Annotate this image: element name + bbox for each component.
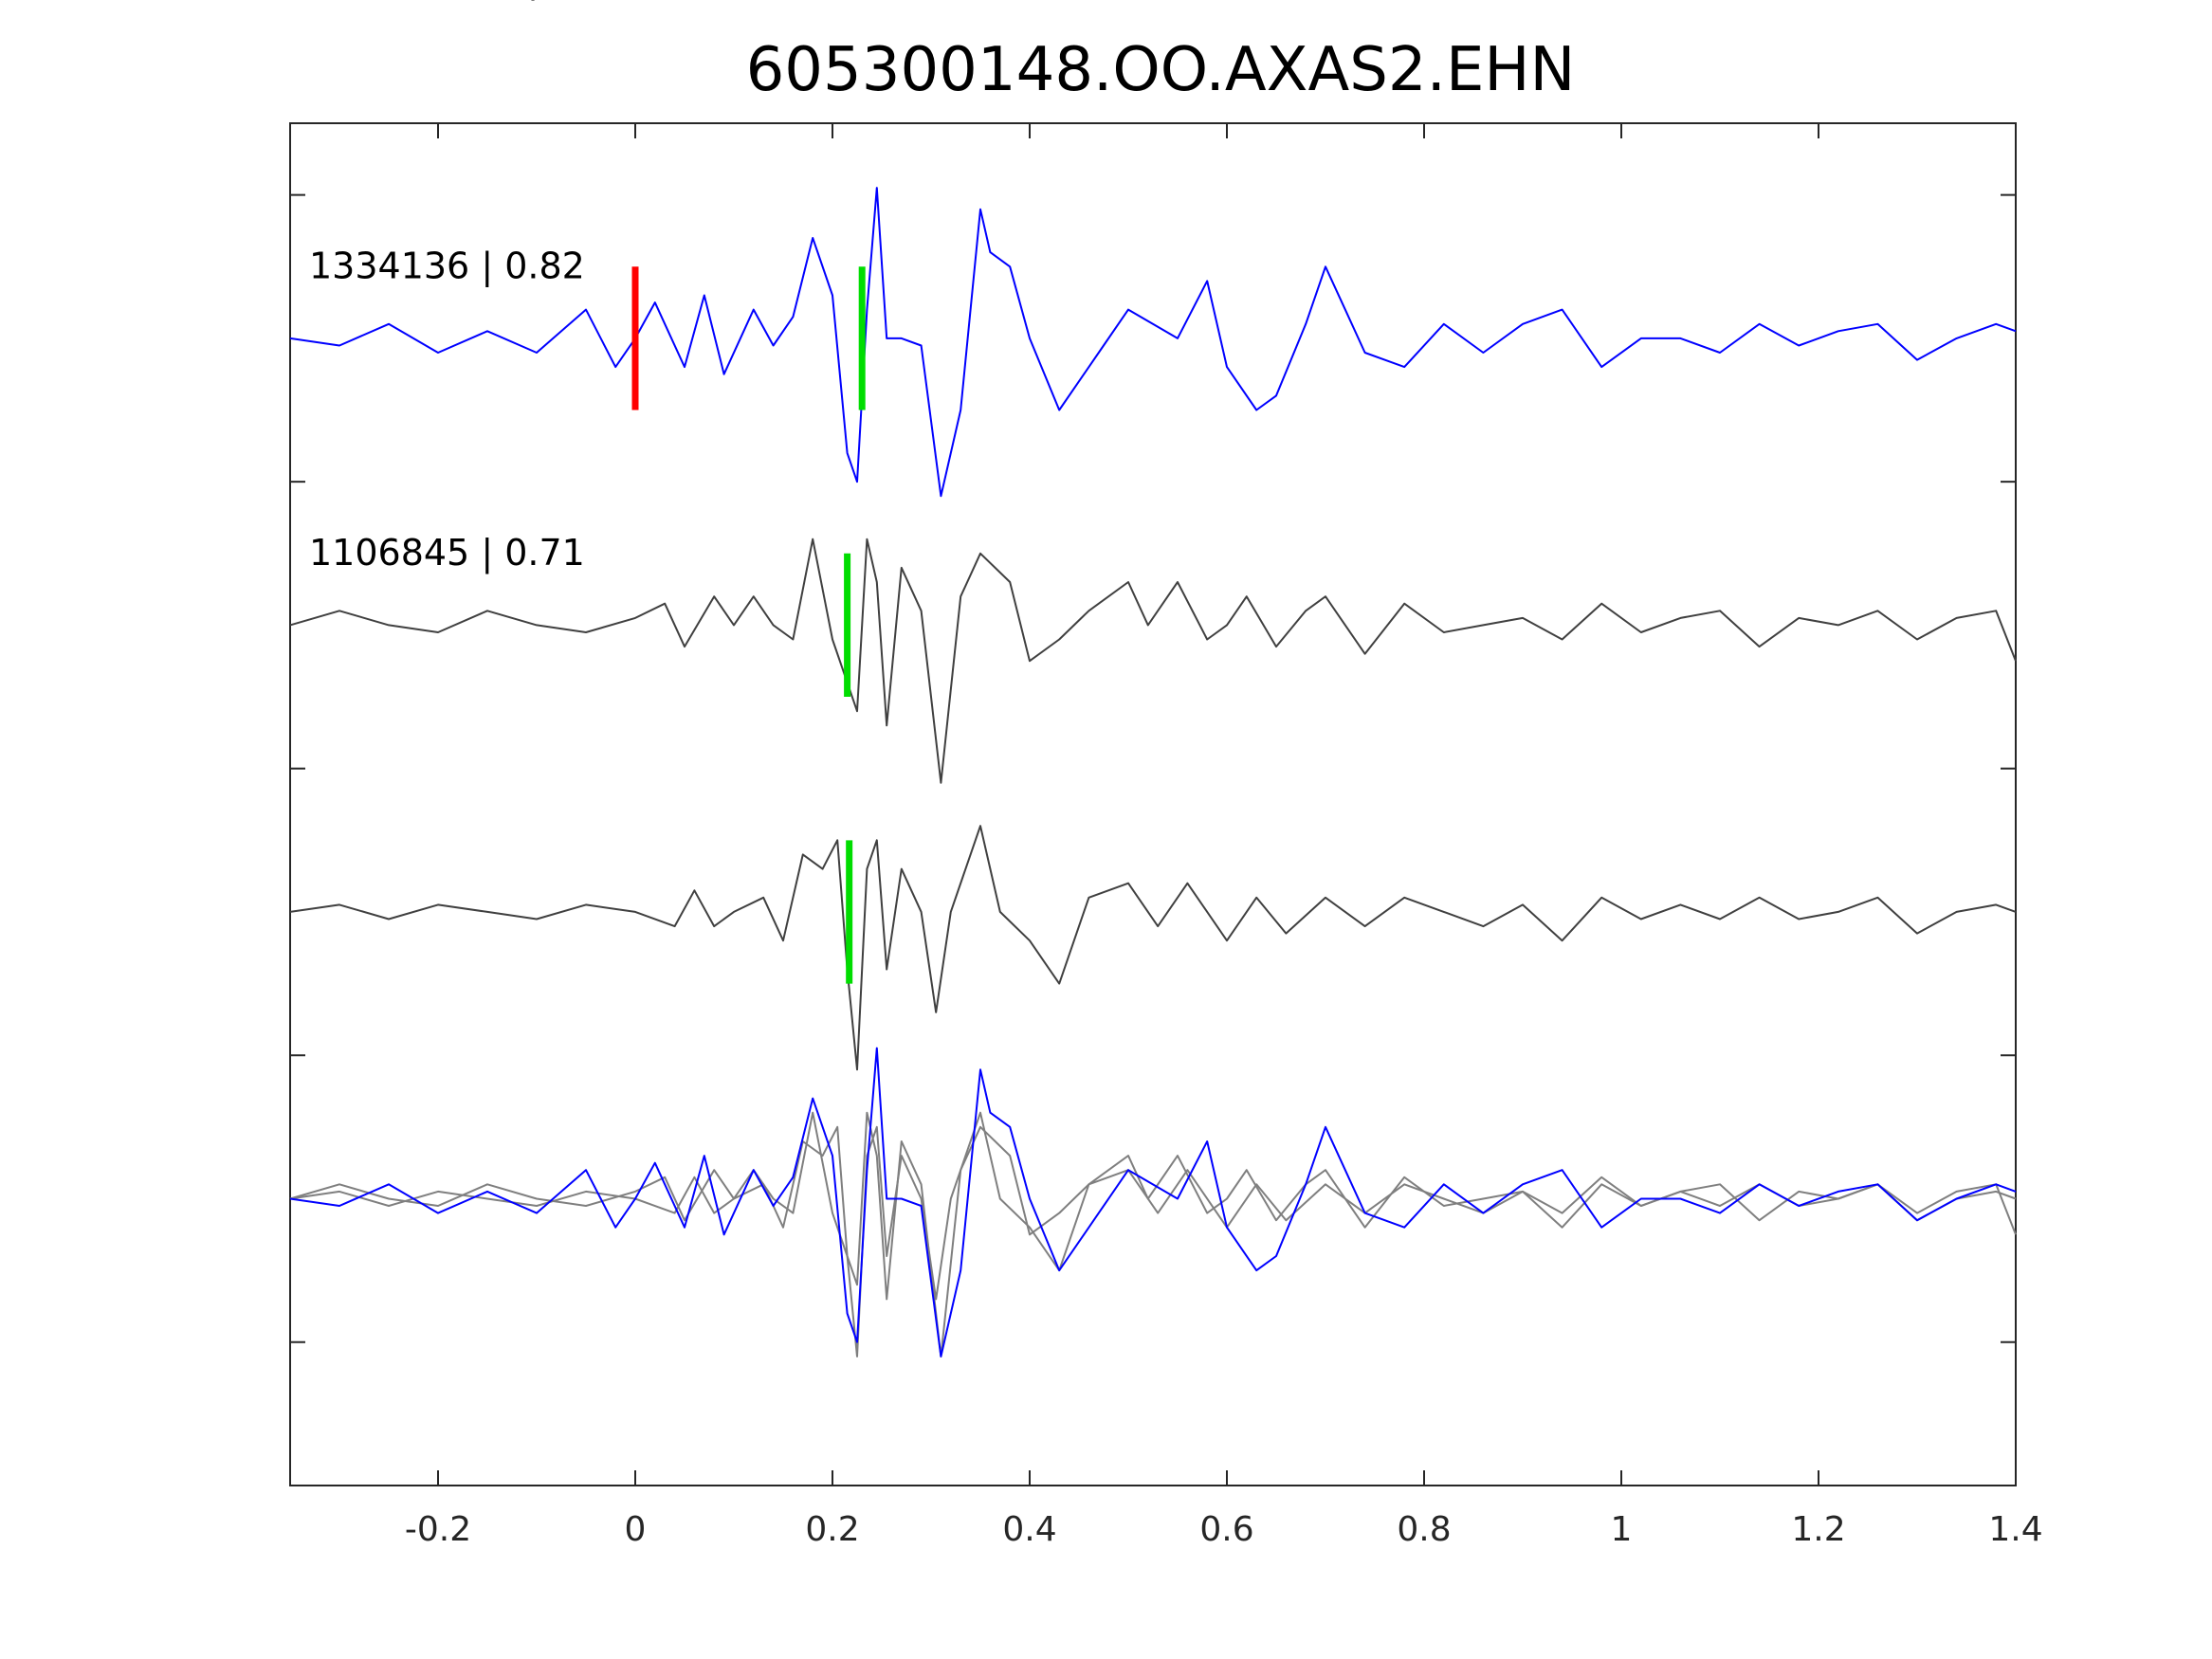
x-tick-label: 0.8 xyxy=(1397,1510,1451,1549)
plot-frame xyxy=(289,122,2017,1486)
overlay-trace-1334136 xyxy=(289,1111,2017,1358)
trace-label-1106845: 1106845 | 0.71 xyxy=(309,532,585,574)
x-tick-label: 1.4 xyxy=(1988,1510,2042,1549)
trace-1334136 xyxy=(289,538,2017,784)
y-axis xyxy=(290,193,2016,1343)
x-tick-label: 1.2 xyxy=(1791,1510,1845,1549)
trace-labels: 605300148 | 1.00 1334136 | 0.82 1106845 | … xyxy=(309,0,631,574)
trace-label-605300148: 605300148 | 1.00 xyxy=(309,0,631,1)
trace-lines xyxy=(289,187,2017,1358)
chart-title: 605300148.OO.AXAS2.EHN xyxy=(746,35,1576,105)
trace-1106845 xyxy=(289,825,2017,1071)
x-tick-label: 0.6 xyxy=(1199,1510,1253,1549)
x-tick-label: 0.4 xyxy=(1002,1510,1056,1549)
x-tick-label: -0.2 xyxy=(405,1510,471,1549)
x-tick-label: 0 xyxy=(625,1510,647,1549)
trace-label-1334136: 1334136 | 0.82 xyxy=(309,245,585,287)
pick-markers xyxy=(631,266,866,984)
x-tick-label: 1 xyxy=(1611,1510,1633,1549)
x-tick-label: 0.2 xyxy=(805,1510,859,1549)
trace-605300148 xyxy=(289,187,2017,498)
overlay-trace-605300148 xyxy=(289,1047,2017,1358)
overlay-trace-1106845 xyxy=(289,1111,2017,1358)
x-axis: -0.2 0 0.2 0.4 0.6 0.8 1 1.2 1.4 xyxy=(405,123,2043,1549)
